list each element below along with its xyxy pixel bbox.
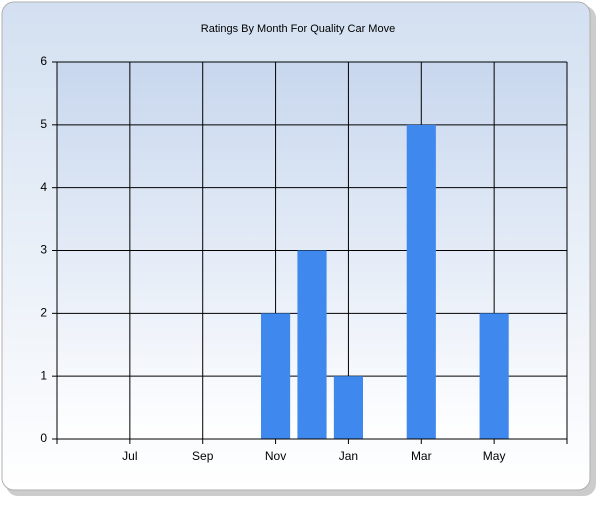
y-tick-label: 4 xyxy=(40,180,47,194)
x-tick-label: Mar xyxy=(411,449,432,463)
x-tick-label: Sep xyxy=(192,449,214,463)
chart-title: Ratings By Month For Quality Car Move xyxy=(201,23,395,35)
bar xyxy=(261,313,291,439)
bar xyxy=(297,250,327,439)
y-tick-label: 1 xyxy=(40,368,47,382)
y-tick-label: 0 xyxy=(40,431,47,445)
y-tick-label: 6 xyxy=(40,54,47,68)
x-tick-label: Nov xyxy=(265,449,286,463)
y-tick-label: 2 xyxy=(40,306,47,320)
y-tick-label: 5 xyxy=(40,117,47,131)
x-tick-label: Jul xyxy=(122,449,137,463)
x-tick-label: May xyxy=(483,449,506,463)
x-tick-label: Jan xyxy=(339,449,358,463)
bar xyxy=(333,376,363,439)
y-tick-label: 3 xyxy=(40,243,47,257)
bar xyxy=(479,313,509,439)
bar xyxy=(406,124,436,439)
